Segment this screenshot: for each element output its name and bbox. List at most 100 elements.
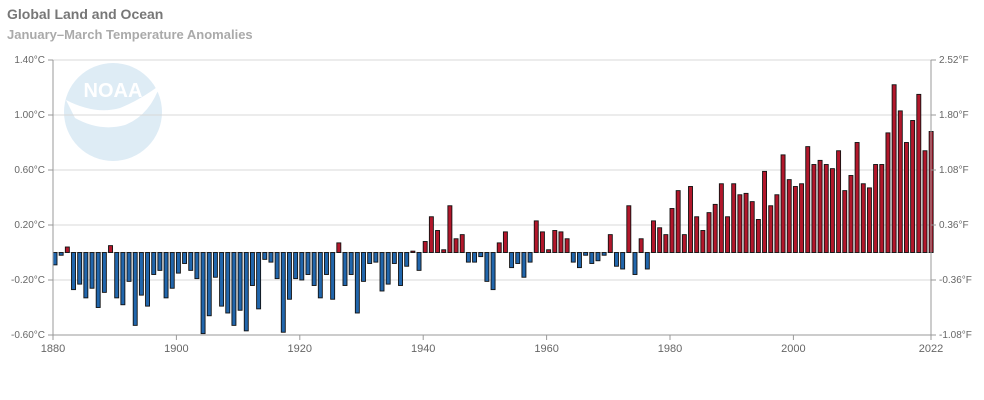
bar-1887	[95, 252, 101, 308]
logo-text: NOAA	[84, 80, 143, 102]
bar-1924	[324, 252, 329, 275]
bar-1917	[280, 252, 286, 333]
bar-1992	[743, 192, 749, 253]
bar-1886	[89, 252, 95, 289]
bar-2004	[817, 159, 823, 253]
bar-1892	[126, 252, 132, 282]
bar-1884	[77, 252, 83, 285]
bar-2010	[854, 142, 860, 253]
bar-1972	[620, 252, 626, 270]
bar-1939	[416, 252, 422, 271]
x-tick-label: 2022	[919, 343, 943, 355]
bar-2002	[805, 146, 811, 253]
bar-1910	[237, 252, 243, 311]
bar-1989	[725, 216, 730, 253]
noaa-logo: NOAA	[64, 63, 162, 161]
bar-1925	[330, 252, 336, 300]
x-tick-label: 1940	[411, 343, 435, 355]
bar-1889	[108, 245, 113, 253]
bar-1962	[558, 231, 564, 253]
bar-1900	[175, 252, 181, 274]
bar-1997	[774, 194, 780, 253]
bar-1946	[459, 234, 465, 253]
bar-1979	[663, 234, 669, 253]
bar-1996	[768, 205, 774, 253]
bar-1937	[404, 252, 410, 267]
chart-title: Global Land and Ocean	[7, 6, 164, 22]
bar-1988	[718, 183, 724, 253]
bar-1934	[385, 252, 391, 285]
bar-1948	[472, 252, 478, 263]
bar-1978	[657, 227, 663, 253]
bar-1921	[305, 252, 311, 275]
x-tick-label: 2000	[781, 343, 805, 355]
bar-1983	[688, 186, 693, 253]
bar-1973	[626, 205, 632, 253]
bar-2001	[799, 183, 805, 253]
bar-1911	[243, 252, 249, 332]
bar-2012	[866, 187, 872, 253]
bar-2006	[829, 168, 835, 253]
bar-1974	[632, 252, 638, 275]
y-right-tick-label: 0.36°F	[939, 220, 969, 231]
bar-1888	[101, 252, 107, 293]
bar-2011	[860, 183, 866, 253]
bar-2007	[836, 150, 842, 253]
bar-1931	[367, 252, 373, 264]
bar-1923	[317, 252, 323, 299]
bar-2005	[823, 164, 829, 253]
bar-1993	[749, 201, 755, 253]
bar-1933	[379, 252, 385, 292]
bar-1980	[669, 208, 675, 253]
y-tick-label: -0.20°C	[11, 275, 45, 286]
bar-1896	[151, 252, 157, 275]
bar-1975	[638, 238, 644, 253]
bar-1986	[706, 212, 712, 253]
bar-1963	[564, 238, 570, 253]
bar-1947	[465, 252, 471, 263]
bar-2019	[910, 120, 916, 253]
bar-1919	[293, 252, 299, 280]
y-right-tick-label: 2.52°F	[939, 55, 969, 66]
bar-1898	[163, 252, 169, 299]
bar-1903	[194, 252, 200, 280]
bar-1914	[262, 252, 268, 260]
bar-1908	[225, 252, 231, 314]
bar-1968	[595, 252, 601, 262]
y-tick-label: 0.60°C	[14, 165, 45, 176]
bar-1882	[64, 246, 70, 253]
bar-2014	[879, 164, 885, 253]
bar-1994	[755, 219, 761, 253]
bar-1885	[83, 252, 89, 299]
bar-1985	[700, 230, 706, 253]
bar-2020	[916, 93, 922, 253]
bar-1969	[601, 252, 607, 256]
bar-1957	[527, 252, 533, 263]
bar-2009	[848, 175, 854, 253]
bar-1956	[521, 252, 527, 278]
bar-1915	[268, 252, 274, 263]
y-right-tick-label: 1.80°F	[939, 110, 969, 121]
bar-1982	[681, 234, 687, 253]
chart-subtitle: January–March Temperature Anomalies	[7, 27, 253, 42]
bar-1895	[145, 252, 151, 307]
bar-1943	[441, 249, 447, 253]
y-tick-label: 1.00°C	[14, 110, 45, 121]
bar-1893	[132, 252, 138, 326]
bar-1922	[311, 252, 317, 286]
bar-2017	[897, 110, 903, 253]
bar-1984	[694, 216, 700, 253]
bar-1901	[182, 252, 188, 264]
bar-1965	[577, 252, 582, 269]
bar-1990	[731, 183, 737, 253]
bar-1881	[58, 252, 64, 256]
y-right-tick-label: -0.36°F	[939, 275, 972, 286]
bar-1929	[354, 252, 360, 314]
y-tick-label: 0.20°C	[14, 220, 45, 231]
bar-1995	[762, 170, 767, 253]
bar-1913	[256, 252, 262, 310]
bar-1906	[212, 252, 218, 278]
bar-1964	[570, 252, 576, 263]
y-right-tick-label: -1.08°F	[939, 330, 972, 341]
bar-1987	[712, 203, 718, 253]
